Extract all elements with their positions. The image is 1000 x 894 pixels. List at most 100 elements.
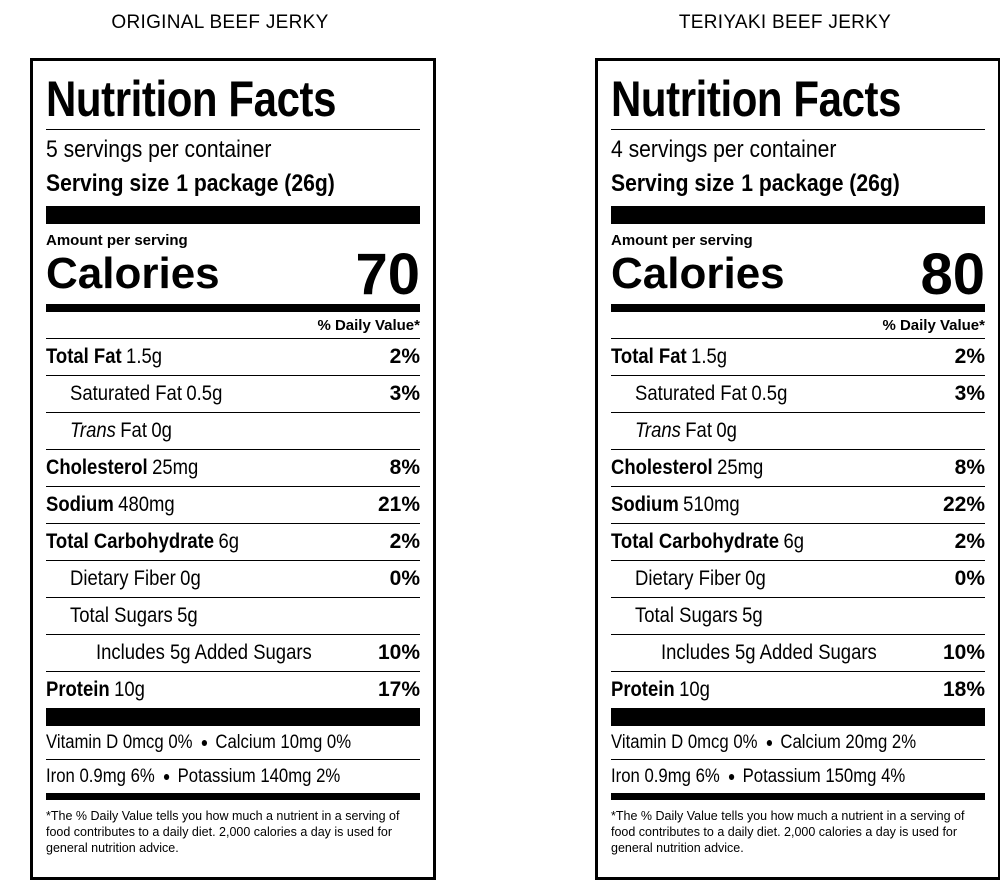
daily-value: 17% <box>377 678 420 701</box>
nutrient-row: Trans Fat 0g <box>611 413 985 450</box>
footnote: *The % Daily Value tells you how much a … <box>46 809 400 855</box>
daily-value-header: % Daily Value* <box>611 312 985 339</box>
nutrient-row: Protein 10g 18% <box>611 672 985 708</box>
nutrition-label: Nutrition Facts 5 servings per container S… <box>30 58 436 880</box>
daily-value: 10% <box>942 641 985 664</box>
nutrient-row: Total Carbohydrate 6g 2% <box>611 524 985 561</box>
servings: 5 servings per container <box>46 136 272 163</box>
nutrient-name: Sodium <box>611 493 679 516</box>
nutrient-rows: Total Fat 1.5g 2% Saturated Fat 0.5g 3% Trans F… <box>611 339 985 708</box>
nutrient-row: Dietary Fiber 0g 0% <box>611 561 985 598</box>
nutrient-name: Fat <box>120 419 147 442</box>
nutrient-name: Saturated Fat <box>635 382 747 405</box>
daily-value: 2% <box>389 530 420 553</box>
nutrient-amount: 1.5g <box>126 345 163 368</box>
nutrient-name: Includes 5g Added Sugars <box>96 641 312 664</box>
micronutrient: Iron 0.9mg 6% <box>611 765 720 787</box>
daily-value: 2% <box>954 345 985 368</box>
nutrient-name: Cholesterol <box>46 456 148 479</box>
medium-rule <box>46 304 420 312</box>
amount-per-serving: Amount per serving <box>611 232 753 249</box>
label-heading: ORIGINAL BEEF JERKY <box>111 12 329 33</box>
nutrient-name: Total Fat <box>611 345 687 368</box>
nutrient: Saturated Fat 0.5g <box>70 382 222 406</box>
thick-rule <box>611 708 985 726</box>
nutrient: Saturated Fat 0.5g <box>635 382 787 406</box>
micronutrient-line: Iron 0.9mg 6% Potassium 150mg 4% <box>611 759 985 793</box>
nutrient-amount: 480mg <box>118 493 175 516</box>
nutrient-rows: Total Fat 1.5g 2% Saturated Fat 0.5g 3% Trans F… <box>46 339 420 708</box>
nutrient-name: Total Sugars <box>635 604 738 627</box>
thick-rule <box>46 206 420 224</box>
daily-value: 0% <box>389 567 420 590</box>
micronutrient: Calcium 10mg 0% <box>215 731 352 753</box>
nutrient-row: Saturated Fat 0.5g 3% <box>611 376 985 413</box>
daily-value: 21% <box>377 493 420 516</box>
serving-size-wrap: Serving size 1 package (26g) <box>46 166 335 202</box>
nutrient-name: Dietary Fiber <box>70 567 176 590</box>
calories-value: 70 <box>355 241 420 307</box>
nutrient-amount: 10g <box>679 678 710 701</box>
nutrient-amount: 0g <box>180 567 201 590</box>
nutrient-amount: 5g <box>177 604 198 627</box>
nutrient-amount: 25mg <box>152 456 199 479</box>
serving-size-line: Serving size 1 package (26g) <box>611 166 985 200</box>
medium-rule <box>611 304 985 312</box>
nutrient-name: Total Sugars <box>70 604 173 627</box>
nutrient-amount: 5g <box>742 604 763 627</box>
nutrient: Cholesterol 25mg <box>46 456 198 480</box>
nutrient-amount: 6g <box>218 530 240 553</box>
nutrient-row: Total Fat 1.5g 2% <box>611 339 985 376</box>
nutrient-name: Saturated Fat <box>70 382 182 405</box>
nutrient-amount: 0.5g <box>751 382 788 405</box>
nutrient-amount: 1.5g <box>691 345 728 368</box>
nutrient-name: Total Carbohydrate <box>46 530 215 553</box>
nutrient-row: Dietary Fiber 0g 0% <box>46 561 420 598</box>
nutrient-name: Includes 5g Added Sugars <box>661 641 877 664</box>
micronutrient-wrap: Iron 0.9mg 6% Potassium 140mg 2% <box>46 766 340 788</box>
nutrient-name: Cholesterol <box>611 456 713 479</box>
micronutrient: Calcium 20mg 2% <box>780 731 917 753</box>
daily-value: 3% <box>389 382 420 405</box>
calories-label: Calories <box>46 249 220 298</box>
micronutrient-line: Vitamin D 0mcg 0% Calcium 10mg 0% <box>46 726 420 759</box>
calories-value: 80 <box>920 241 985 307</box>
micronutrient: Vitamin D 0mcg 0% <box>46 731 193 753</box>
daily-value: 22% <box>942 493 985 516</box>
calories-row: Calories 70 <box>46 242 420 307</box>
nutrient-amount: 0.5g <box>186 382 223 405</box>
nutrient: Total Fat 1.5g <box>611 345 727 369</box>
serving-size-wrap: Serving size 1 package (26g) <box>611 166 900 202</box>
nutrient-row: Includes 5g Added Sugars 10% <box>611 635 985 672</box>
micronutrient-line: Vitamin D 0mcg 0% Calcium 20mg 2% <box>611 726 985 759</box>
nutrient-row: Total Fat 1.5g 2% <box>46 339 420 376</box>
micronutrient-wrap: Iron 0.9mg 6% Potassium 150mg 4% <box>611 766 905 788</box>
nutrient-row: Cholesterol 25mg 8% <box>611 450 985 487</box>
nutrient-row: Saturated Fat 0.5g 3% <box>46 376 420 413</box>
nutrient-amount: 25mg <box>717 456 764 479</box>
micronutrient: Potassium 150mg 4% <box>742 765 906 787</box>
bullet <box>163 773 169 780</box>
bullet <box>728 773 734 780</box>
nutrient-row: Total Carbohydrate 6g 2% <box>46 524 420 561</box>
nutrient: Cholesterol 25mg <box>611 456 763 480</box>
nutrient: Trans Fat 0g <box>70 419 172 443</box>
nutrient-name: Total Fat <box>46 345 122 368</box>
daily-value: 2% <box>389 345 420 368</box>
label-title: Nutrition Facts <box>611 71 902 127</box>
nutrient-amount: 0g <box>151 419 172 442</box>
amount-per-serving: Amount per serving <box>46 232 188 249</box>
nutrient-name: Dietary Fiber <box>635 567 741 590</box>
micronutrient: Vitamin D 0mcg 0% <box>611 731 758 753</box>
nutrient-name: Sodium <box>46 493 114 516</box>
nutrient-row: Trans Fat 0g <box>46 413 420 450</box>
nutrient: Dietary Fiber 0g <box>70 567 201 591</box>
serving-size-label: Serving size <box>46 170 170 197</box>
daily-value: 18% <box>942 678 985 701</box>
nutrient-row: Sodium 480mg 21% <box>46 487 420 524</box>
bullet <box>201 739 207 746</box>
nutrient-row: Total Sugars 5g <box>611 598 985 635</box>
serving-size: 1 package (26g) <box>741 170 900 197</box>
nutrient: Includes 5g Added Sugars <box>96 641 316 665</box>
micronutrient: Iron 0.9mg 6% <box>46 765 155 787</box>
